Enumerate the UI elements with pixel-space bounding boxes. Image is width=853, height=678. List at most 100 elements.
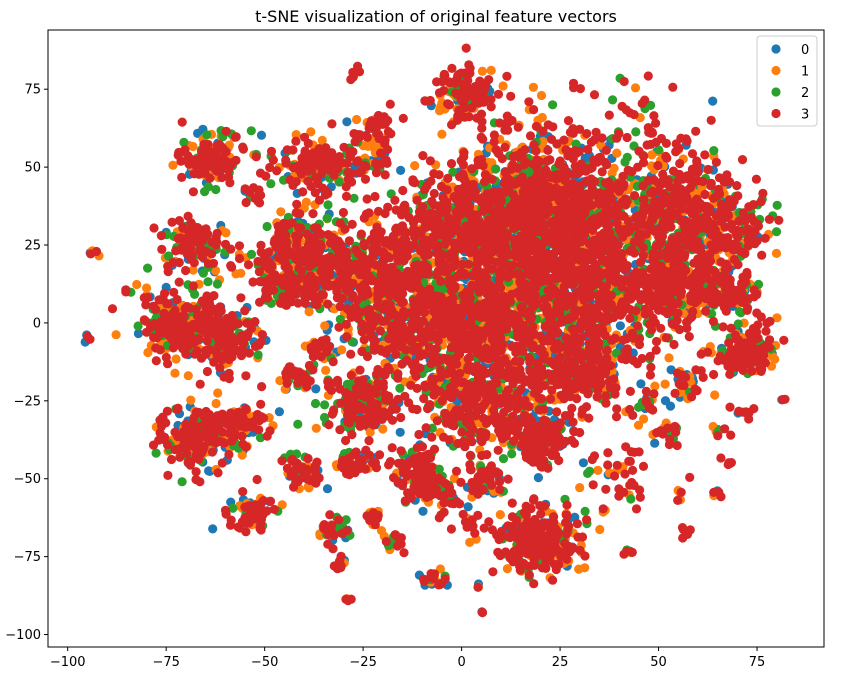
data-point-class-3 <box>479 88 489 98</box>
data-point-class-3 <box>548 575 558 585</box>
data-point-class-3 <box>346 349 356 359</box>
data-point-class-3 <box>277 456 287 466</box>
data-point-class-2 <box>772 200 782 210</box>
data-point-class-3 <box>427 469 437 479</box>
data-point-class-3 <box>561 529 572 539</box>
data-point-class-3 <box>191 155 201 165</box>
data-point-class-2 <box>507 449 517 459</box>
data-point-class-1 <box>630 83 641 93</box>
data-point-class-3 <box>207 447 217 457</box>
data-point-class-3 <box>380 170 390 180</box>
data-point-class-3 <box>329 561 339 571</box>
data-point-class-3 <box>224 374 234 384</box>
data-point-class-1 <box>213 388 223 398</box>
data-point-class-3 <box>502 71 512 81</box>
data-point-class-1 <box>410 161 420 171</box>
data-point-class-3 <box>400 496 410 506</box>
data-point-class-2 <box>709 146 719 156</box>
data-point-class-3 <box>221 509 231 519</box>
data-point-class-3 <box>507 498 517 508</box>
data-point-class-3 <box>195 379 205 389</box>
data-point-class-3 <box>256 337 266 347</box>
data-point-class-3 <box>306 157 316 167</box>
data-point-class-3 <box>167 217 177 227</box>
data-point-class-0 <box>274 407 284 417</box>
data-point-class-1 <box>315 530 325 541</box>
data-point-class-3 <box>183 151 193 161</box>
data-point-class-3 <box>283 263 293 273</box>
data-point-class-2 <box>246 249 257 259</box>
data-point-class-2 <box>262 221 272 232</box>
data-point-class-3 <box>209 329 219 339</box>
data-point-class-1 <box>291 130 301 140</box>
data-point-class-3 <box>188 235 198 245</box>
data-point-class-1 <box>575 483 585 493</box>
data-point-class-3 <box>195 477 205 487</box>
data-point-class-3 <box>229 338 239 348</box>
data-point-class-3 <box>458 96 468 106</box>
data-point-class-3 <box>183 457 193 467</box>
data-point-class-3 <box>253 256 263 267</box>
data-point-class-0 <box>708 96 718 106</box>
data-point-class-3 <box>203 229 213 239</box>
data-point-class-3 <box>255 523 265 534</box>
data-point-class-1 <box>365 427 375 437</box>
data-point-class-3 <box>141 316 151 326</box>
data-point-class-3 <box>291 136 301 146</box>
data-point-class-3 <box>341 191 352 201</box>
data-point-class-1 <box>595 524 605 535</box>
data-point-class-3 <box>346 146 356 156</box>
data-point-class-3 <box>151 304 161 314</box>
data-point-class-1 <box>211 398 221 409</box>
data-point-class-1 <box>186 395 196 405</box>
data-point-class-3 <box>202 366 212 377</box>
chart-title: t-SNE visualization of original feature … <box>255 7 617 26</box>
data-point-class-3 <box>148 440 159 450</box>
data-point-class-1 <box>170 368 180 378</box>
data-point-class-1 <box>378 424 388 434</box>
data-point-class-3 <box>177 117 187 127</box>
data-point-class-3 <box>248 277 258 287</box>
data-point-class-1 <box>536 90 547 101</box>
data-point-class-3 <box>270 277 280 287</box>
data-point-class-3 <box>241 518 251 528</box>
data-point-class-3 <box>381 536 391 547</box>
data-point-class-3 <box>434 88 445 98</box>
data-point-class-1 <box>647 150 657 160</box>
data-point-class-3 <box>203 434 213 444</box>
data-point-class-3 <box>305 249 315 259</box>
data-point-class-3 <box>443 77 454 87</box>
data-point-class-3 <box>181 419 191 429</box>
data-point-class-3 <box>386 129 396 139</box>
data-point-class-3 <box>194 334 204 344</box>
data-point-class-3 <box>156 231 166 241</box>
data-point-class-3 <box>217 427 228 437</box>
data-point-class-3 <box>163 261 173 271</box>
data-point-class-3 <box>224 449 234 460</box>
data-point-class-3 <box>338 207 348 218</box>
data-point-class-3 <box>243 328 253 338</box>
data-point-class-0 <box>660 396 671 406</box>
data-point-class-3 <box>255 503 266 513</box>
data-point-class-0 <box>533 473 544 483</box>
data-point-class-3 <box>234 241 245 251</box>
data-point-class-3 <box>202 336 212 346</box>
data-point-class-3 <box>224 354 234 365</box>
data-point-class-3 <box>201 422 211 432</box>
data-point-class-3 <box>221 126 231 136</box>
data-point-class-3 <box>292 199 302 209</box>
data-point-class-3 <box>329 170 339 180</box>
data-point-class-3 <box>265 496 276 506</box>
data-point-class-3 <box>444 100 454 110</box>
data-point-class-3 <box>348 72 358 82</box>
data-point-class-3 <box>241 404 251 414</box>
data-point-class-3 <box>151 356 161 366</box>
data-point-class-1 <box>317 135 327 145</box>
data-point-class-3 <box>241 197 251 208</box>
data-point-class-1 <box>132 279 142 290</box>
data-point-class-3 <box>251 415 261 425</box>
data-point-class-3 <box>188 187 198 197</box>
data-point-class-3 <box>158 295 168 305</box>
data-point-class-1 <box>528 82 539 92</box>
data-point-class-3 <box>328 544 338 554</box>
